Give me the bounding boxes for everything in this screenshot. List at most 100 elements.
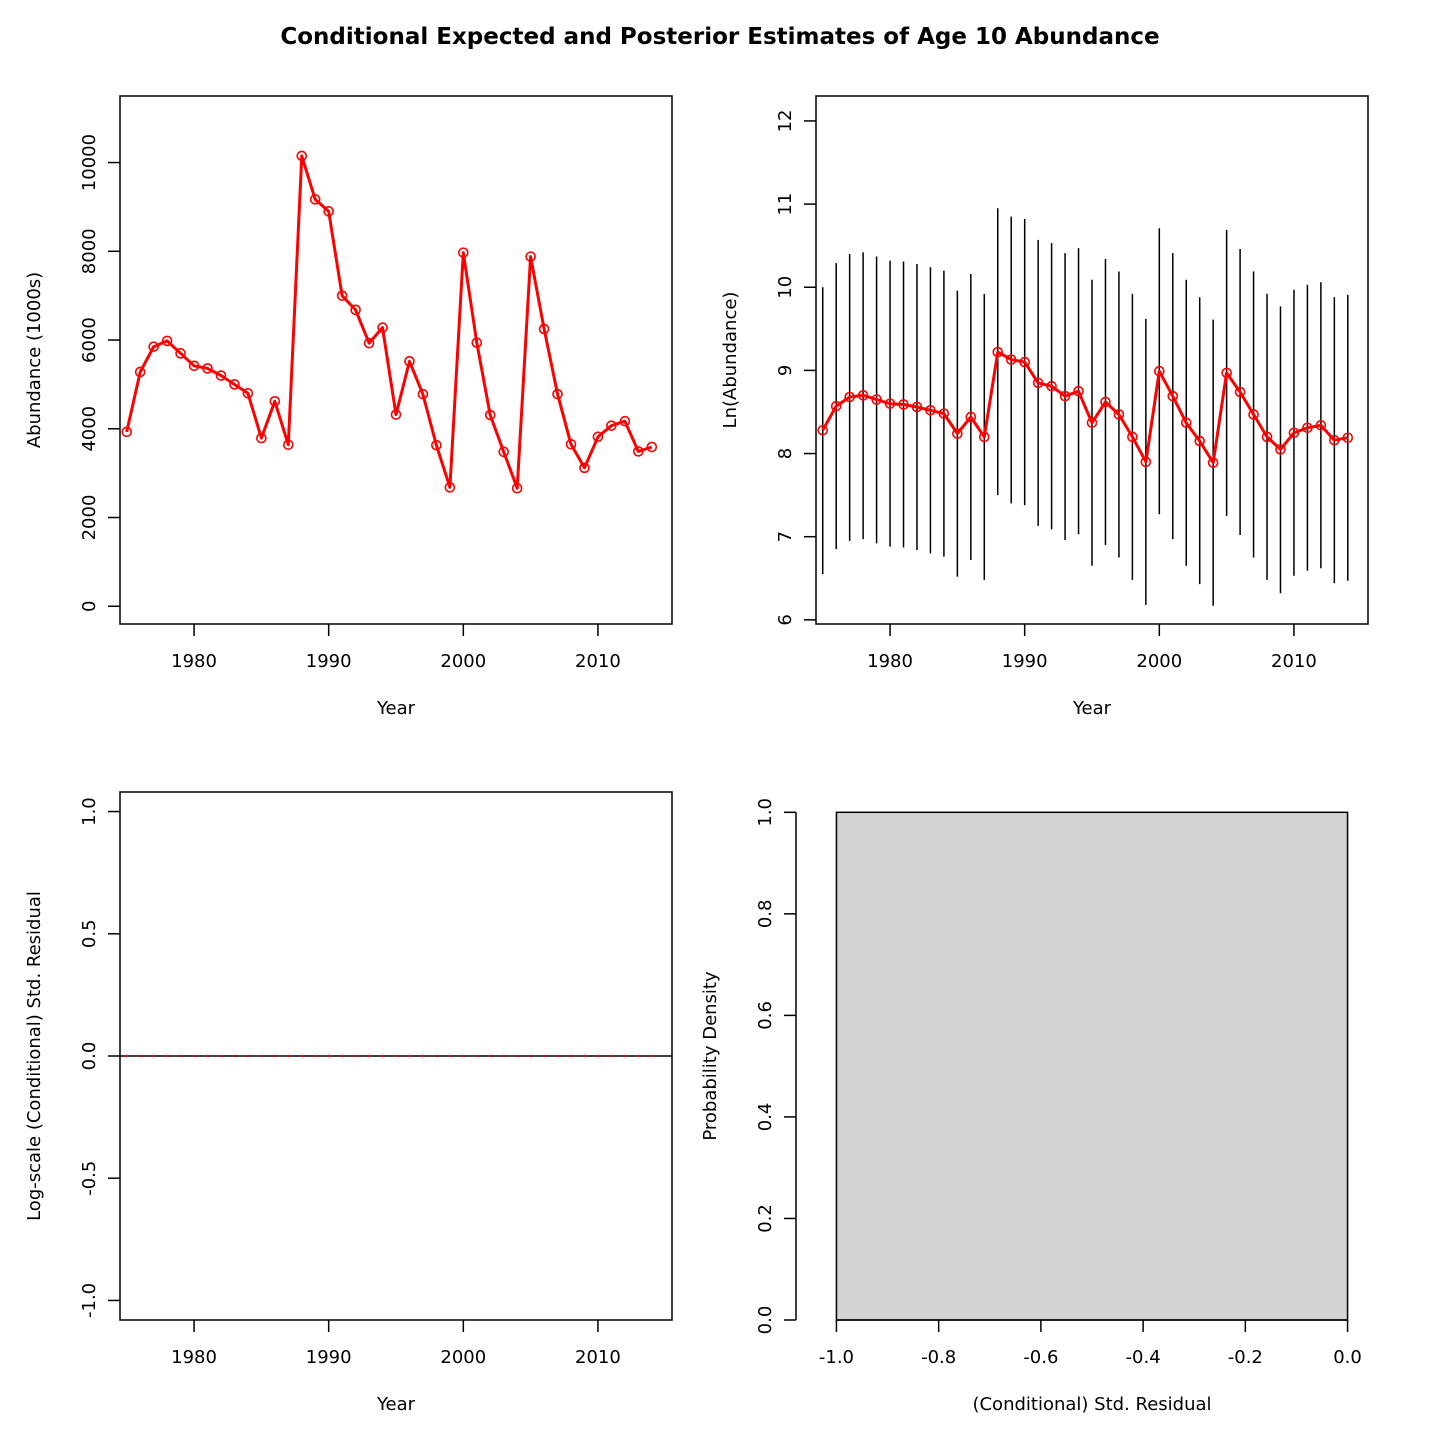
residual-histogram-panel: -1.0 -0.8 -0.6 -0.4 -0.2 0.0 (Conditional) Std… [700, 798, 1362, 1415]
data-point [871, 394, 882, 405]
x-axis-title: (Conditional) Std. Residual [972, 1394, 1211, 1415]
data-point [161, 335, 173, 347]
data-point [188, 360, 200, 372]
data-point [1194, 435, 1206, 447]
y-tick-label: 1.0 [79, 797, 100, 826]
x-tick-label: -0.2 [1228, 1347, 1263, 1368]
y-axis-title: Probability Density [700, 971, 721, 1141]
data-point [1248, 409, 1259, 420]
data-point [646, 441, 658, 453]
data-point [309, 194, 321, 205]
data-point [502, 1054, 505, 1058]
data-point [192, 1054, 196, 1058]
x-tick-label: 1980 [171, 651, 217, 672]
data-point [569, 1054, 573, 1058]
data-point [125, 1054, 128, 1058]
data-point [606, 420, 617, 431]
x-axis: 1980 1990 2000 2010 [171, 624, 621, 672]
data-point [327, 1054, 330, 1058]
x-tick-label: -0.4 [1126, 1347, 1161, 1368]
series-line [125, 154, 653, 490]
data-point [978, 431, 990, 443]
data-point [515, 1054, 519, 1058]
data-point [134, 366, 146, 378]
y-tick-label: 0.2 [755, 1204, 776, 1233]
x-tick-label: 2010 [575, 651, 621, 672]
y-tick-label: 6000 [79, 317, 100, 363]
x-tick-label: -0.6 [1023, 1347, 1058, 1368]
plot-frame [119, 95, 673, 625]
data-point [215, 370, 227, 381]
data-point [367, 1054, 371, 1058]
data-point [471, 337, 483, 348]
data-point [323, 206, 334, 217]
data-point [1315, 419, 1327, 431]
data-point [1275, 444, 1286, 455]
x-tick-label: 1980 [171, 1347, 217, 1368]
series-line [821, 350, 1349, 465]
x-tick-label: 2000 [440, 651, 486, 672]
data-point [179, 1054, 182, 1058]
data-point [830, 400, 842, 412]
data-point [552, 388, 563, 400]
data-point [633, 446, 644, 457]
x-tick-label: 2010 [575, 1347, 621, 1368]
data-point [233, 1054, 236, 1058]
data-point [1234, 386, 1246, 398]
data-point [1127, 431, 1138, 443]
x-tick-label: 1980 [867, 651, 913, 672]
data-point [296, 150, 308, 162]
y-axis: 6 7 8 9 10 11 12 [775, 109, 816, 626]
data-point [911, 401, 923, 413]
x-axis: -1.0 -0.8 -0.6 -0.4 -0.2 0.0 [819, 1319, 1362, 1368]
data-point [525, 251, 536, 262]
data-point [300, 1054, 303, 1058]
y-axis: -1.0 -0.5 0.0 0.5 1.0 [79, 797, 120, 1318]
y-tick-label: 10000 [79, 134, 100, 191]
data-point [282, 439, 294, 451]
data-point [287, 1054, 290, 1058]
data-point [354, 1054, 357, 1058]
data-point [1167, 390, 1179, 402]
x-axis: 1980 1990 2000 2010 [171, 1320, 621, 1368]
x-tick-label: 0.0 [1333, 1347, 1362, 1368]
data-point [592, 431, 604, 443]
data-point [165, 1054, 169, 1058]
data-point [1086, 417, 1098, 429]
data-point [650, 1054, 654, 1058]
abundance-panel: 1980 1990 2000 2010 Year 0 2000 4000 6000 8000 100… [24, 95, 673, 719]
x-tick-label: 1990 [1002, 651, 1048, 672]
data-point [121, 426, 133, 438]
y-axis: 0.0 0.2 0.4 0.6 0.8 1.0 [755, 798, 797, 1334]
data-point [431, 439, 442, 451]
data-point [404, 356, 415, 367]
y-tick-label: -1.0 [79, 1283, 100, 1318]
data-point [206, 1054, 209, 1058]
x-tick-label: 2010 [1271, 651, 1317, 672]
x-tick-label: -0.8 [921, 1347, 956, 1368]
x-tick-label: 1990 [306, 1347, 352, 1368]
data-point [246, 1054, 250, 1058]
data-point [336, 290, 348, 301]
data-point [610, 1054, 613, 1058]
data-point [350, 304, 361, 316]
page-title: Conditional Expected and Posterior Estim… [280, 24, 1160, 50]
data-point [884, 398, 896, 409]
data-point [458, 247, 469, 258]
data-point [898, 399, 909, 410]
plot-frame [815, 95, 1369, 625]
y-tick-label: 0.0 [79, 1042, 100, 1071]
data-point [1288, 427, 1300, 439]
data-point [269, 395, 281, 407]
data-point [1302, 422, 1313, 434]
y-tick-label: 0.6 [755, 1001, 776, 1030]
data-point [965, 411, 977, 423]
data-point [1180, 417, 1192, 429]
data-point [1073, 385, 1084, 397]
data-point [623, 1054, 627, 1058]
log-abundance-panel: 1980 1990 2000 2010 Year 6 7 8 9 10 11 12 Ln(Abundan… [720, 95, 1369, 719]
data-point [435, 1054, 438, 1058]
data-point [1261, 431, 1273, 443]
data-point [489, 1054, 492, 1058]
y-tick-label: 0.4 [755, 1103, 776, 1132]
